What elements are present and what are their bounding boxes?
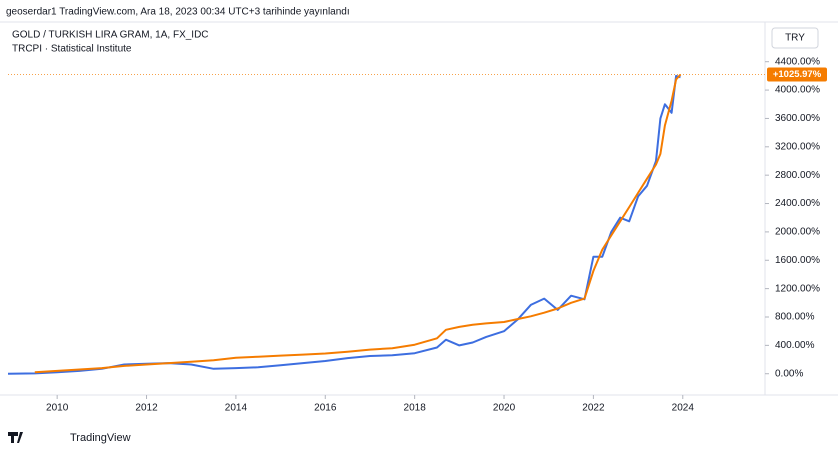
series-line [34, 73, 682, 374]
x-tick-label: 2012 [135, 403, 158, 414]
y-tick-label: 400.00% [775, 340, 815, 351]
y-tick-label: 2400.00% [775, 198, 820, 209]
y-tick-label: 0.00% [775, 368, 803, 379]
x-tick-label: 2018 [404, 403, 427, 414]
legend-entry: TRCPI · Statistical Institute [12, 44, 132, 55]
y-tick-label: 800.00% [775, 312, 815, 323]
x-tick-label: 2016 [314, 403, 337, 414]
y-tick-label: 1600.00% [775, 255, 820, 266]
y-tick-label: 4000.00% [775, 85, 820, 96]
y-tick-label: 2800.00% [775, 170, 820, 181]
x-tick-label: 2014 [225, 403, 248, 414]
y-tick-label: 4400.00% [775, 56, 820, 67]
currency-button[interactable] [771, 27, 819, 49]
header: geoserdar1 TradingView.com, Ara 18, 2023… [6, 7, 350, 18]
y-tick-label: 2000.00% [775, 227, 820, 238]
y-tick-label: 3200.00% [775, 141, 820, 152]
y-tick-label: 1200.00% [775, 283, 820, 294]
x-tick-label: 2020 [493, 403, 516, 414]
x-tick-label: 2010 [46, 403, 69, 414]
y-tick-label: 3600.00% [775, 113, 820, 124]
last-value-label: +1025.97% [773, 69, 822, 80]
series-line [7, 74, 681, 375]
last-value-badge [767, 67, 827, 82]
logo [8, 432, 23, 443]
footer: TradingView [70, 432, 131, 444]
x-tick-label: 2022 [582, 403, 605, 414]
currency[interactable]: TRY [785, 33, 805, 44]
x-tick-label: 2024 [672, 403, 695, 414]
legend-entry: GOLD / TURKISH LIRA GRAM, 1A, FX_IDC [12, 30, 209, 41]
